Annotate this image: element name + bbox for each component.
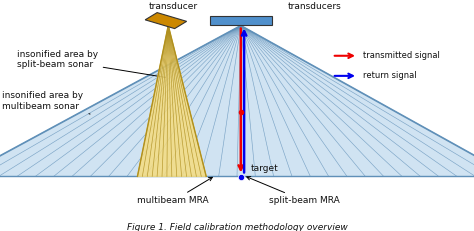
Text: target: target <box>250 164 278 173</box>
Text: Split-beam
transducer: Split-beam transducer <box>148 0 198 11</box>
Polygon shape <box>145 13 187 29</box>
Polygon shape <box>137 26 206 176</box>
FancyBboxPatch shape <box>210 15 272 25</box>
Text: split-beam MRA: split-beam MRA <box>247 176 340 205</box>
Text: transmitted signal: transmitted signal <box>363 51 439 60</box>
Text: insonified area by
split-beam sonar: insonified area by split-beam sonar <box>17 50 165 77</box>
Polygon shape <box>0 26 474 176</box>
Text: Figure 1. Field calibration methodology overview: Figure 1. Field calibration methodology … <box>127 223 347 231</box>
Text: return signal: return signal <box>363 71 416 80</box>
Text: multibeam MRA: multibeam MRA <box>137 177 212 205</box>
Text: insonified area by
multibeam sonar: insonified area by multibeam sonar <box>2 91 90 114</box>
Text: MBES
transducers: MBES transducers <box>287 0 341 11</box>
